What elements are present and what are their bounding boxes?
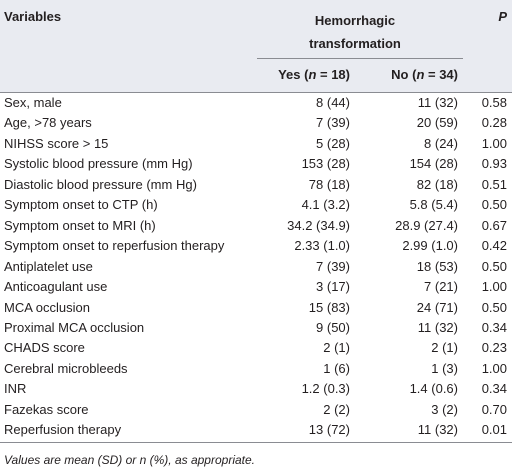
p-cell: 0.01 xyxy=(481,422,507,438)
no-prefix: No ( xyxy=(391,67,417,82)
no-cell: 2 (1) xyxy=(431,340,458,356)
yes-suffix: = 18) xyxy=(316,67,350,82)
variable-cell: Symptom onset to reperfusion therapy xyxy=(4,238,225,254)
bottom-rule xyxy=(0,442,512,443)
variable-cell: Cerebral microbleeds xyxy=(4,360,128,376)
p-cell: 0.23 xyxy=(481,340,507,356)
no-cell: 7 (21) xyxy=(424,279,458,295)
no-cell: 20 (59) xyxy=(416,115,458,131)
yes-cell: 7 (39) xyxy=(316,258,350,274)
variable-cell: INR xyxy=(4,381,27,397)
p-cell: 1.00 xyxy=(481,360,507,376)
variable-cell: Sex, male xyxy=(4,95,62,110)
yes-cell: 2.33 (1.0) xyxy=(294,238,350,254)
p-cell: 0.93 xyxy=(481,156,507,172)
variable-cell: MCA occlusion xyxy=(4,299,90,315)
no-suffix: = 34) xyxy=(424,67,458,82)
no-cell: 8 (24) xyxy=(424,135,458,151)
p-cell: 0.42 xyxy=(481,238,507,254)
no-cell: 82 (18) xyxy=(416,176,458,192)
variable-cell: Anticoagulant use xyxy=(4,279,108,295)
no-cell: 3 (2) xyxy=(431,401,458,417)
yes-prefix: Yes ( xyxy=(278,67,309,82)
yes-cell: 78 (18) xyxy=(308,176,350,192)
yes-cell: 34.2 (34.9) xyxy=(287,217,350,233)
variable-cell: Age, >78 years xyxy=(4,115,92,131)
p-cell: 0.34 xyxy=(481,319,507,335)
no-cell: 18 (53) xyxy=(416,258,458,274)
header-yes: Yes (n = 18) xyxy=(278,67,350,83)
p-cell: 0.67 xyxy=(481,217,507,233)
no-n: n xyxy=(416,67,425,82)
p-cell: 0.51 xyxy=(481,176,507,192)
header-variables: Variables xyxy=(4,9,62,24)
variable-cell: Fazekas score xyxy=(4,401,89,417)
yes-cell: 13 (72) xyxy=(308,422,350,438)
variable-cell: Reperfusion therapy xyxy=(4,422,122,438)
variable-cell: NIHSS score > 15 xyxy=(4,135,109,151)
p-cell: 0.28 xyxy=(481,115,507,131)
yes-cell: 1.2 (0.3) xyxy=(301,381,350,397)
group-rule xyxy=(257,58,463,59)
header-no: No (n = 34) xyxy=(391,67,458,83)
variable-cell: CHADS score xyxy=(4,340,85,356)
header-group: Hemorrhagic transformation xyxy=(309,13,401,51)
yes-cell: 2 (2) xyxy=(323,401,350,417)
no-cell: 2.99 (1.0) xyxy=(402,238,458,254)
yes-n: n xyxy=(308,67,317,82)
variable-cell: Proximal MCA occlusion xyxy=(4,319,145,335)
p-cell: 1.00 xyxy=(481,135,507,151)
p-cell: 0.50 xyxy=(481,258,507,274)
variable-cell: Symptom onset to CTP (h) xyxy=(4,197,158,213)
yes-cell: 153 (28) xyxy=(301,156,350,172)
no-cell: 1 (3) xyxy=(431,360,458,376)
variable-cell: Symptom onset to MRI (h) xyxy=(4,217,156,233)
no-cell: 154 (28) xyxy=(409,156,458,172)
yes-cell: 3 (17) xyxy=(316,279,350,295)
yes-cell: 9 (50) xyxy=(316,319,350,335)
yes-cell: 15 (83) xyxy=(308,299,350,315)
header-rule xyxy=(0,92,512,93)
yes-cell: 4.1 (3.2) xyxy=(301,197,350,213)
yes-cell: 2 (1) xyxy=(323,340,350,356)
yes-cell: 5 (28) xyxy=(316,135,350,151)
no-cell: 24 (71) xyxy=(416,299,458,315)
p-cell: 0.34 xyxy=(481,381,507,397)
yes-cell: 1 (6) xyxy=(323,360,350,376)
variable-cell: Antiplatelet use xyxy=(4,258,93,274)
no-cell: 5.8 (5.4) xyxy=(409,197,458,213)
no-cell: 11 (32) xyxy=(417,95,458,110)
p-cell: 0.70 xyxy=(481,401,507,417)
header-p: P xyxy=(498,9,507,24)
variable-cell: Systolic blood pressure (mm Hg) xyxy=(4,156,193,172)
footnote: Values are mean (SD) or n (%), as approp… xyxy=(4,453,255,467)
p-cell: 0.50 xyxy=(481,197,507,213)
p-cell: 0.58 xyxy=(481,95,507,110)
no-cell: 28.9 (27.4) xyxy=(395,217,458,233)
no-cell: 11 (32) xyxy=(417,319,458,335)
p-cell: 1.00 xyxy=(481,279,507,295)
yes-cell: 8 (44) xyxy=(316,95,350,110)
p-cell: 0.50 xyxy=(481,299,507,315)
no-cell: 1.4 (0.6) xyxy=(409,381,458,397)
no-cell: 11 (32) xyxy=(417,422,458,438)
yes-cell: 7 (39) xyxy=(316,115,350,131)
variable-cell: Diastolic blood pressure (mm Hg) xyxy=(4,176,197,192)
header-background xyxy=(0,0,512,92)
